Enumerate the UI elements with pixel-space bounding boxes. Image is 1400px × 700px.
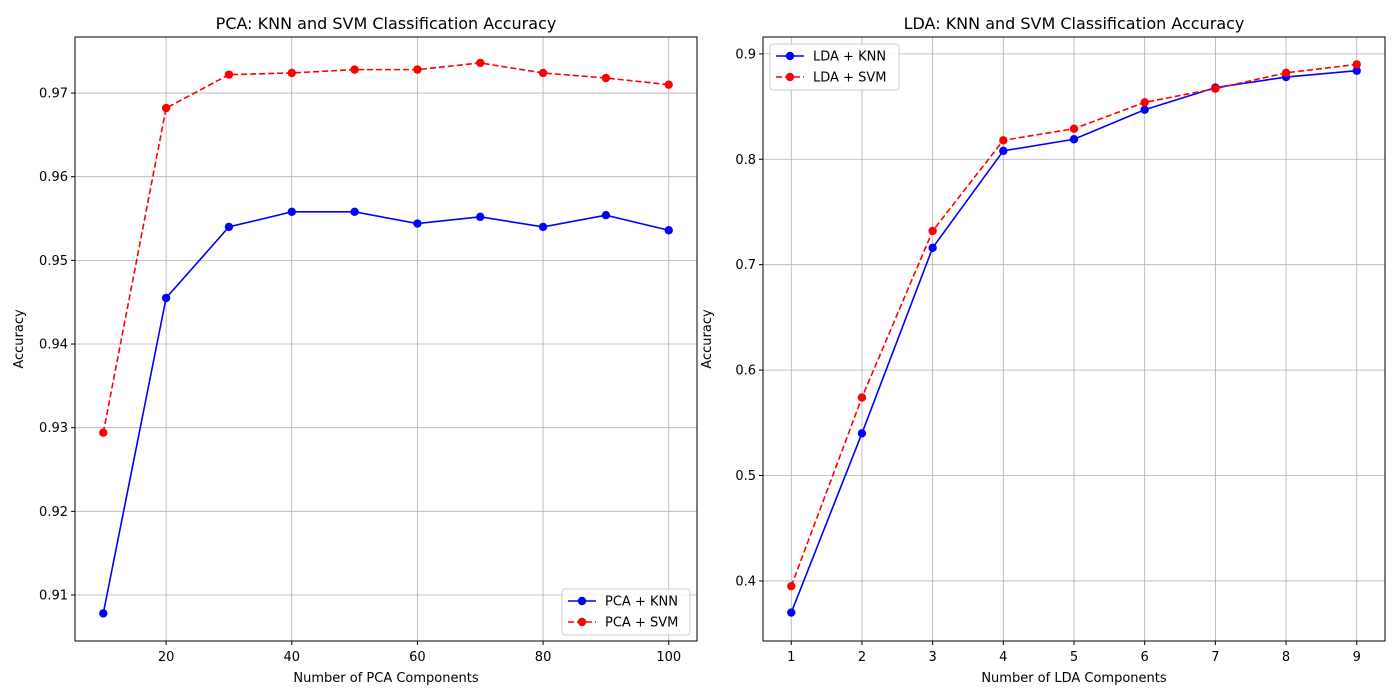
chart1-series-1-point-2 [161, 293, 171, 303]
chart2-series-1-point-6 [1140, 105, 1149, 114]
chart1-series-1-point-1 [99, 609, 108, 618]
chart2-x-tick-label-6: 7 [1211, 650, 1219, 665]
chart1-series-2-point-5 [350, 65, 359, 74]
chart2-y-axis-label: Accuracy [700, 309, 715, 369]
chart2-x-tick-label-3: 4 [999, 650, 1007, 665]
chart2-y-tick-label-0: 0.4 [735, 574, 756, 589]
chart1-series-2-point-3 [224, 70, 234, 79]
chart2-x-tick-label-0: 1 [787, 650, 795, 665]
chart1-x-tick-label-2: 60 [409, 650, 426, 665]
chart1-legend-marker-2 [577, 617, 587, 627]
chart2-series-2-point-3 [928, 226, 937, 236]
chart1-group: 20 40 60 80 100 0.91 0.92 0.93 0.94 0.95 0.96 0.97 P… [12, 14, 698, 686]
chart2-series-2-point-7 [1211, 84, 1220, 93]
chart1-series-2-point-1 [99, 428, 108, 437]
chart1-series-2-point-7 [476, 58, 485, 68]
chart1-legend: PCA + KNN PCA + SVM [561, 588, 691, 636]
chart1-x-axis-label: Number of PCA Components [293, 671, 478, 686]
chart2-x-tick-label-7: 8 [1282, 650, 1290, 665]
chart1-legend-marker-1 [577, 596, 587, 606]
chart1-x-tick-label-3: 80 [535, 650, 552, 665]
chart1-series-2-point-8 [538, 68, 548, 78]
chart2-y-tick-label-4: 0.8 [735, 153, 756, 168]
chart2-y-tick-label-3: 0.7 [735, 258, 756, 273]
chart1-y-tick-label-1: 0.92 [39, 505, 68, 520]
chart2-x-tick-label-2: 3 [928, 650, 936, 665]
chart2-group: 1 2 3 4 5 6 7 8 9 0.4 0.5 0.6 0.7 0.8 0.9 LDA: KNN and … [700, 14, 1386, 686]
chart2-x-tick-label-1: 2 [858, 650, 866, 665]
chart2-x-tick-label-8: 9 [1353, 650, 1361, 665]
chart1-axes-frame [74, 36, 698, 642]
chart2-series-2-point-9 [1352, 60, 1361, 69]
chart2-y-tick-label-2: 0.6 [735, 364, 756, 379]
chart2-series-1-point-2 [857, 429, 867, 438]
chart1-series-2-point-4 [287, 68, 296, 78]
chart1-plot-area [75, 37, 697, 641]
chart2-legend-label-2: LDA + SVM [813, 71, 886, 86]
chart2-series-1-point-4 [999, 146, 1008, 156]
chart1-series-1-point-6 [413, 219, 422, 228]
chart1-series-2-point-9 [601, 73, 611, 83]
chart2-legend: LDA + KNN LDA + SVM [769, 43, 900, 91]
chart2-legend-label-1: LDA + KNN [813, 50, 886, 65]
chart1-y-tick-label-0: 0.91 [39, 588, 68, 603]
chart1-series-2-point-6 [413, 65, 422, 74]
chart2-series-1-point-5 [1069, 135, 1079, 144]
chart2-series-2-point-5 [1069, 124, 1079, 133]
chart1-series-1-point-5 [350, 207, 359, 217]
chart1-x-tick-label-4: 100 [656, 650, 681, 665]
chart1-series-1-point-3 [224, 222, 234, 232]
chart1-series-1-point-7 [476, 212, 485, 222]
chart2-legend-marker-1 [785, 51, 795, 61]
chart2-series-2-point-2 [857, 393, 867, 402]
chart1-x-tick-label-1: 40 [283, 650, 300, 665]
chart2-x-tick-label-5: 6 [1141, 650, 1149, 665]
chart2-series-1-point-3 [928, 243, 937, 253]
chart1-series-1-point-9 [601, 210, 611, 220]
chart2-series-2-point-8 [1281, 68, 1291, 78]
chart1-y-tick-label-6: 0.97 [39, 87, 68, 102]
chart1-y-tick-label-5: 0.96 [39, 170, 68, 185]
chart1-series-2-point-10 [664, 80, 673, 89]
chart1-x-tick-label-0: 20 [158, 650, 175, 665]
chart1-y-tick-label-4: 0.95 [39, 254, 68, 269]
chart2-series-1-point-1 [787, 608, 796, 617]
chart1-series-1-point-10 [664, 226, 673, 235]
chart1-y-axis-label: Accuracy [12, 309, 27, 369]
chart2-title: LDA: KNN and SVM Classification Accuracy [904, 14, 1245, 33]
chart2-series-2-point-1 [787, 581, 796, 591]
chart1-y-tick-label-2: 0.93 [39, 421, 68, 436]
chart2-y-tick-label-1: 0.5 [735, 469, 756, 484]
chart2-series-2-point-6 [1140, 98, 1149, 107]
chart2-legend-marker-2 [785, 72, 795, 82]
chart1-series-2-line [102, 62, 669, 433]
chart1-y-tick-label-3: 0.94 [39, 338, 68, 353]
chart1-series-1-point-4 [287, 207, 296, 217]
chart1-legend-label-1: PCA + KNN [605, 595, 678, 610]
chart1-series-2-point-2 [161, 103, 171, 113]
chart1-title: PCA: KNN and SVM Classification Accuracy [216, 14, 557, 33]
chart1-series-1-line [102, 211, 669, 614]
chart2-x-tick-label-4: 5 [1070, 650, 1078, 665]
chart1-legend-label-2: PCA + SVM [605, 616, 678, 631]
chart2-x-axis-label: Number of LDA Components [981, 671, 1167, 686]
chart1-series-1-point-8 [538, 222, 548, 232]
chart2-series-1-point-9 [1352, 66, 1361, 75]
chart2-series-2-point-4 [999, 136, 1008, 145]
chart2-y-tick-label-5: 0.9 [735, 47, 756, 62]
